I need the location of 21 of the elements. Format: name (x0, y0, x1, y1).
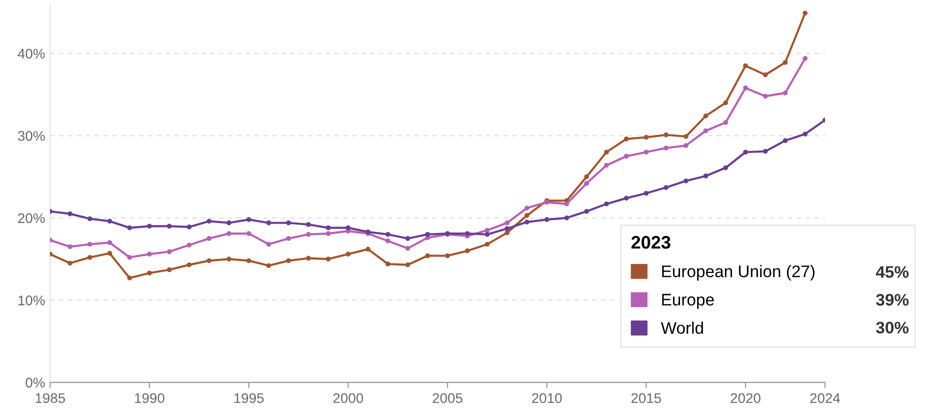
x-tick-label: 1990 (135, 393, 164, 404)
legend-label: European Union (27) (662, 265, 815, 281)
x-tick-label: 2010 (532, 393, 562, 404)
x-tick-label: 2020 (730, 393, 760, 404)
legend-label: Europe (662, 294, 714, 309)
text: 45% (876, 266, 909, 278)
y-tick-label: 0% (26, 378, 45, 388)
y-tick-label: 20% (18, 213, 45, 224)
y-tick-label: 40% (18, 48, 45, 59)
x-tick-label: 2015 (631, 393, 662, 404)
x-tick-label: 2000 (333, 393, 364, 404)
x-tick-label: 1985 (36, 393, 65, 404)
legend-label: World (660, 322, 703, 334)
x-tick-label: 1995 (234, 393, 264, 404)
legend-title: 2023 (631, 236, 670, 249)
x-tick-label: 2005 (432, 393, 462, 404)
y-tick-label: 30% (18, 131, 45, 141)
text: 30% (876, 322, 909, 334)
y-tick-label: 10% (18, 296, 45, 306)
x-tick-label: 2024 (810, 393, 840, 404)
text: 39% (876, 294, 909, 306)
